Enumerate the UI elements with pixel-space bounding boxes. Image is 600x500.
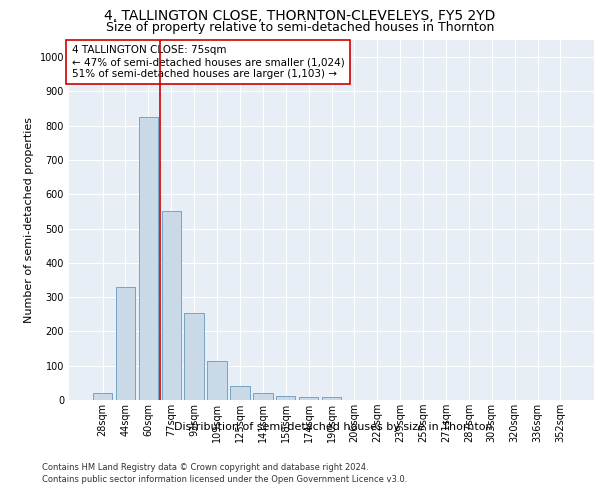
Bar	[161, 212, 181, 400]
Bar	[184, 312, 204, 400]
Y-axis label: Number of semi-detached properties: Number of semi-detached properties	[24, 117, 34, 323]
Bar	[230, 386, 250, 400]
Bar	[253, 393, 272, 400]
Text: Contains HM Land Registry data © Crown copyright and database right 2024.: Contains HM Land Registry data © Crown c…	[42, 464, 368, 472]
Bar	[116, 287, 135, 400]
Text: Contains public sector information licensed under the Open Government Licence v3: Contains public sector information licen…	[42, 475, 407, 484]
Bar	[276, 396, 295, 400]
Bar	[322, 398, 341, 400]
Bar	[208, 360, 227, 400]
Bar	[139, 117, 158, 400]
Text: Distribution of semi-detached houses by size in Thornton: Distribution of semi-detached houses by …	[173, 422, 493, 432]
Bar	[93, 393, 112, 400]
Bar	[299, 396, 319, 400]
Text: Size of property relative to semi-detached houses in Thornton: Size of property relative to semi-detach…	[106, 21, 494, 34]
Text: 4 TALLINGTON CLOSE: 75sqm
← 47% of semi-detached houses are smaller (1,024)
51% : 4 TALLINGTON CLOSE: 75sqm ← 47% of semi-…	[71, 46, 344, 78]
Text: 4, TALLINGTON CLOSE, THORNTON-CLEVELEYS, FY5 2YD: 4, TALLINGTON CLOSE, THORNTON-CLEVELEYS,…	[104, 9, 496, 23]
